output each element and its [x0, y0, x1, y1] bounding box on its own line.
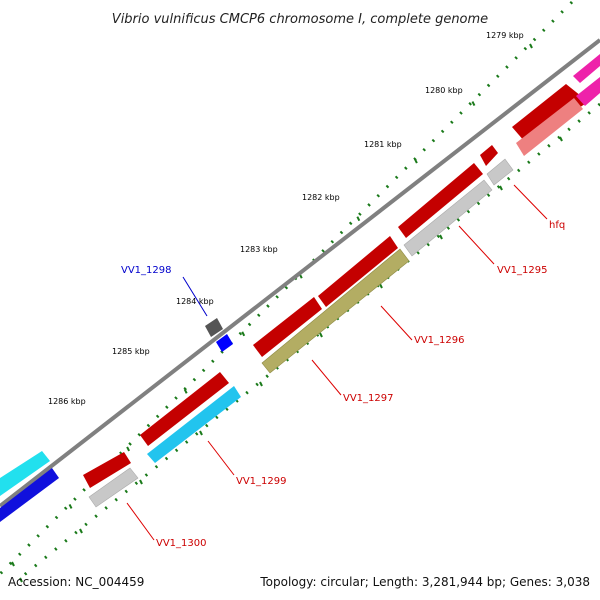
cds-feature[interactable] — [140, 372, 229, 446]
leader-line — [513, 184, 548, 220]
dark-grey-feature[interactable] — [205, 318, 223, 337]
major-tick — [241, 331, 246, 337]
tick-ring-outer — [0, 0, 574, 576]
major-tick — [68, 503, 73, 509]
gene-label-vv1-1298[interactable]: VV1_1298 — [121, 265, 172, 276]
major-tick — [529, 43, 533, 49]
cds-feature[interactable] — [480, 145, 498, 166]
cds-feature[interactable] — [512, 84, 585, 142]
tick-label-1279: 1279 kbp — [486, 31, 524, 40]
feature-track-inner — [0, 77, 600, 522]
major-tick — [19, 577, 23, 583]
leader-line — [182, 276, 208, 317]
genome-summary-text: Topology: circular; Length: 3,281,944 bp… — [259, 575, 590, 589]
major-tick — [199, 430, 203, 436]
tick-label-1283: 1283 kbp — [240, 245, 278, 254]
tick-label-1286: 1286 kbp — [48, 397, 86, 406]
major-tick — [11, 561, 15, 567]
leader-lines — [126, 184, 548, 541]
major-tick — [471, 101, 476, 107]
cyan-feature[interactable] — [0, 451, 50, 496]
major-tick — [139, 479, 143, 485]
grey-feature[interactable] — [88, 467, 139, 508]
cds-feature[interactable] — [398, 163, 483, 238]
accession-text: Accession: NC_004459 — [8, 575, 144, 589]
leader-line — [380, 305, 413, 341]
tick-label-1281: 1281 kbp — [364, 140, 402, 149]
major-tick — [356, 216, 361, 222]
gene-label-vv1-1296[interactable]: VV1_1296 — [414, 335, 465, 346]
major-tick — [499, 185, 503, 191]
tick-labels: 1279 kbp 1280 kbp 1281 kbp 1282 kbp 1283… — [48, 31, 524, 406]
gene-label-vv1-1299[interactable]: VV1_1299 — [236, 476, 287, 487]
gene-label-vv1-1300[interactable]: VV1_1300 — [156, 538, 207, 549]
gene-label-hfq[interactable]: hfq — [549, 220, 565, 231]
cyan-feature[interactable] — [147, 386, 241, 463]
olive-feature[interactable] — [261, 248, 410, 374]
tick-label-1282: 1282 kbp — [302, 193, 340, 202]
cds-feature[interactable] — [573, 54, 600, 83]
major-tick — [379, 283, 383, 289]
major-tick — [413, 158, 418, 164]
grey-feature[interactable] — [403, 179, 493, 257]
tick-label-1280: 1280 kbp — [425, 86, 463, 95]
major-tick — [126, 446, 131, 452]
leader-line — [458, 225, 495, 265]
major-tick — [439, 234, 443, 240]
grey-feature[interactable] — [486, 158, 514, 186]
major-tick — [183, 388, 188, 394]
cds-feature[interactable] — [253, 297, 322, 357]
tick-label-1285: 1285 kbp — [112, 347, 150, 356]
pink-feature[interactable] — [516, 98, 583, 156]
map-title: Vibrio vulnificus CMCP6 chromosome I, co… — [112, 12, 488, 27]
cds-feature[interactable] — [83, 452, 131, 488]
tick-ring-inner-dots — [17, 102, 600, 582]
tick-ring-inner — [17, 102, 600, 583]
tick-ring-dots — [0, 0, 574, 576]
major-tick — [319, 332, 323, 338]
cds-feature[interactable] — [318, 236, 398, 307]
major-tick — [259, 381, 263, 387]
gene-label-vv1-1295[interactable]: VV1_1295 — [497, 265, 548, 276]
blue-feature[interactable] — [0, 468, 59, 522]
blue-feature[interactable] — [216, 334, 233, 352]
chromosome-backbone — [0, 38, 600, 508]
major-tick — [79, 528, 83, 534]
cds-track — [83, 54, 600, 488]
major-ticks — [11, 43, 533, 567]
leader-line — [311, 359, 342, 396]
major-ticks-inner — [19, 136, 563, 583]
leader-line — [126, 502, 155, 541]
tick-label-1284: 1284 kbp — [176, 297, 214, 306]
magenta-feature[interactable] — [576, 77, 600, 106]
gene-labels: hfq VV1_1295 VV1_1296 VV1_1297 VV1_1298 … — [121, 220, 565, 549]
major-tick — [559, 136, 563, 142]
leader-line — [207, 440, 235, 476]
gene-label-vv1-1297[interactable]: VV1_1297 — [343, 393, 394, 404]
